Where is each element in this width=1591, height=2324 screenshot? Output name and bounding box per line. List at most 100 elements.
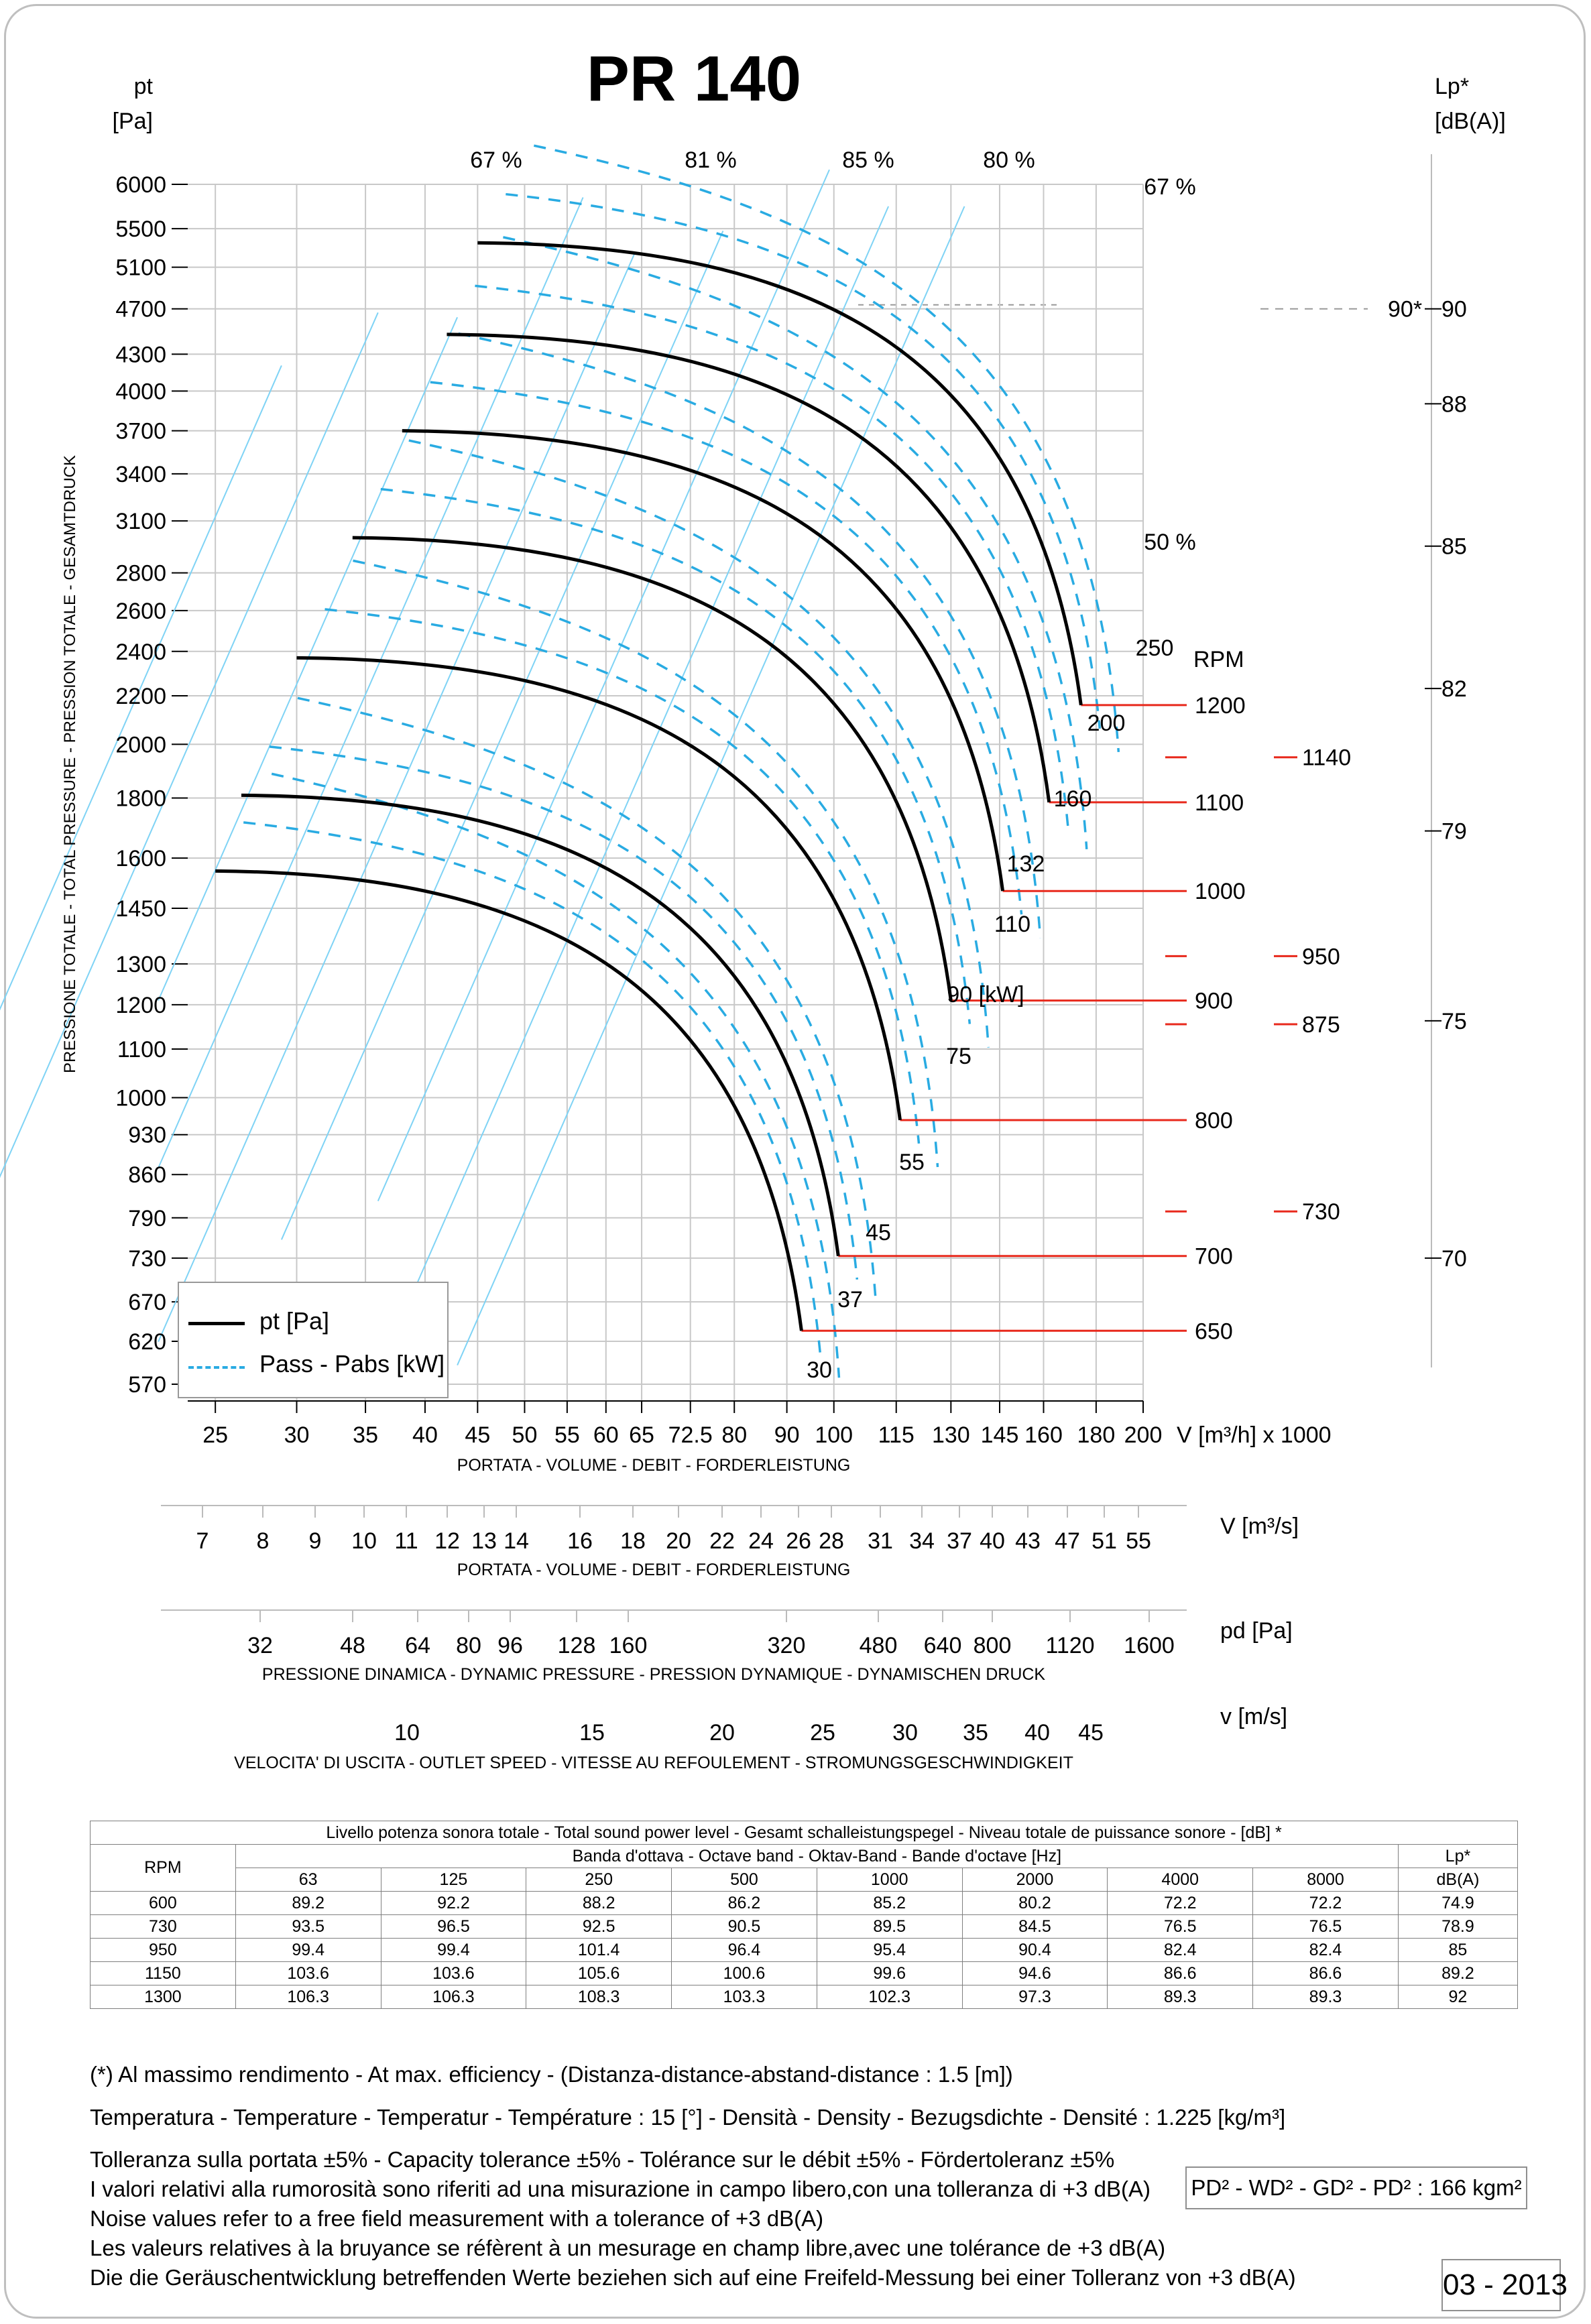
rpm-label: 1200 bbox=[1195, 693, 1246, 719]
x-tick-label: 65 bbox=[629, 1422, 654, 1448]
table-cell: 106.3 bbox=[235, 1985, 381, 2009]
x-tick-label: 60 bbox=[593, 1422, 619, 1448]
table-cell: 82.4 bbox=[1107, 1938, 1254, 1962]
rpm-header: RPM bbox=[1193, 647, 1244, 672]
y-tick-label: 670 bbox=[128, 1290, 166, 1315]
x-tick-label: 160 bbox=[1024, 1422, 1063, 1448]
power-curve bbox=[380, 487, 971, 1024]
pd-scale-tick-label: 128 bbox=[558, 1633, 596, 1658]
table-cell: 85 bbox=[1397, 1938, 1519, 1962]
power-curve bbox=[297, 696, 878, 1303]
v-scale-tick-label: 30 bbox=[892, 1720, 918, 1746]
power-curve bbox=[408, 439, 990, 1048]
m3s-scale-tick-label: 18 bbox=[620, 1528, 646, 1554]
table-row: 950 99.4 99.4 101.4 96.4 95.4 90.4 82.4 82.4 85 bbox=[90, 1938, 1519, 1962]
table-cell: 89.5 bbox=[816, 1914, 963, 1939]
rpm-label: 1000 bbox=[1195, 879, 1246, 904]
rpm-extra-label: 950 bbox=[1302, 944, 1340, 969]
table-cell: 84.5 bbox=[961, 1914, 1108, 1939]
x-tick-label: 55 bbox=[554, 1422, 580, 1448]
table-cell: 99.4 bbox=[235, 1938, 381, 1962]
y-tick-label: 790 bbox=[128, 1206, 166, 1231]
y-tick-label: 2400 bbox=[115, 639, 166, 665]
rpm-extra-label: 1140 bbox=[1302, 745, 1351, 771]
table-cell: 600 bbox=[90, 1891, 236, 1915]
m3s-scale-tick-label: 10 bbox=[351, 1528, 377, 1554]
m3s-scale-tick-label: 20 bbox=[666, 1528, 691, 1554]
table-cell: 76.5 bbox=[1252, 1914, 1399, 1939]
v-scale-tick-label: 25 bbox=[810, 1720, 835, 1746]
m3s-scale-tick-label: 51 bbox=[1092, 1528, 1117, 1554]
lp-tick-label: 75 bbox=[1441, 1009, 1467, 1034]
legend-power-label: Pass - Pabs [kW] bbox=[259, 1350, 445, 1378]
x-tick-label: 80 bbox=[721, 1422, 747, 1448]
table-row: 1150 103.6 103.6 105.6 100.6 99.6 94.6 86.6 86.6… bbox=[90, 1961, 1519, 1985]
table-cell: 92 bbox=[1397, 1985, 1519, 2009]
power-label: 37 bbox=[837, 1287, 863, 1312]
pressure-curve bbox=[296, 656, 902, 1121]
note-noise-en: Noise values refer to a free field measu… bbox=[90, 2206, 824, 2231]
pressure-curve bbox=[477, 241, 1083, 706]
lp-tick-label: 82 bbox=[1441, 676, 1467, 702]
m3s-scale-tick-label: 13 bbox=[471, 1528, 497, 1554]
table-cell: 95.4 bbox=[816, 1938, 963, 1962]
power-curve bbox=[503, 236, 1088, 850]
table-lp-unit: dB(A) bbox=[1397, 1868, 1519, 1892]
y-axis-unit: [Pa] bbox=[113, 109, 153, 134]
band-header: 8000 bbox=[1252, 1868, 1399, 1892]
band-header: 1000 bbox=[816, 1868, 963, 1892]
efficiency-label: 80 % bbox=[983, 147, 1035, 173]
pressure-curve bbox=[215, 869, 803, 1331]
table-cell: 92.5 bbox=[526, 1914, 672, 1939]
m3s-scale-tick-label: 55 bbox=[1126, 1528, 1151, 1554]
table-cell: 90.4 bbox=[961, 1938, 1108, 1962]
power-label: 132 bbox=[1007, 851, 1045, 877]
pressure-curve bbox=[447, 332, 1051, 803]
m3s-scale-tick-label: 28 bbox=[819, 1528, 844, 1554]
table-cell: 90.5 bbox=[671, 1914, 817, 1939]
m3s-scale-tick-label: 11 bbox=[394, 1528, 418, 1554]
lp-tick-label: 90 bbox=[1441, 297, 1467, 322]
table-cell: 86.6 bbox=[1252, 1961, 1399, 1985]
y-tick-label: 4000 bbox=[115, 379, 166, 404]
m3s-scale-caption: PORTATA - VOLUME - DEBIT - FORDERLEISTUN… bbox=[457, 1561, 851, 1579]
table-rpm-header: RPM bbox=[90, 1844, 236, 1892]
power-curve bbox=[353, 559, 939, 1168]
x-tick-label: 40 bbox=[412, 1422, 438, 1448]
table-cell: 82.4 bbox=[1252, 1938, 1399, 1962]
note-noise-fr: Les valeurs relatives à la bruyance se r… bbox=[90, 2236, 1166, 2260]
y-tick-label: 2000 bbox=[115, 732, 166, 757]
band-header: 4000 bbox=[1107, 1868, 1254, 1892]
x-tick-label: 90 bbox=[774, 1422, 800, 1448]
pd-scale-tick-label: 800 bbox=[974, 1633, 1012, 1658]
pd-scale-tick-label: 32 bbox=[247, 1633, 273, 1658]
note-noise-it: I valori relativi alla rumorosità sono r… bbox=[90, 2177, 1151, 2201]
x-tick-label: 50 bbox=[512, 1422, 538, 1448]
table-cell: 99.6 bbox=[816, 1961, 963, 1985]
table-cell: 93.5 bbox=[235, 1914, 381, 1939]
m3s-scale-tick-label: 43 bbox=[1015, 1528, 1041, 1554]
table-cell: 80.2 bbox=[961, 1891, 1108, 1915]
band-header: 2000 bbox=[961, 1868, 1108, 1892]
power-curve bbox=[430, 381, 1023, 915]
table-cell: 86.2 bbox=[671, 1891, 817, 1915]
m3s-scale-tick-label: 26 bbox=[786, 1528, 811, 1554]
table-cell: 1150 bbox=[90, 1961, 236, 1985]
y-tick-label: 3100 bbox=[115, 509, 166, 534]
efficiency-label: 50 % bbox=[1144, 530, 1196, 555]
y-tick-label: 4700 bbox=[115, 297, 166, 322]
m3s-scale-tick-label: 14 bbox=[504, 1528, 529, 1554]
y-tick-label: 1600 bbox=[115, 846, 166, 871]
m3s-scale-tick-label: 34 bbox=[909, 1528, 935, 1554]
pd-scale-tick-label: 1600 bbox=[1124, 1633, 1175, 1658]
note-tolerance: Tolleranza sulla portata ±5% - Capacity … bbox=[90, 2147, 1115, 2172]
table-cell: 100.6 bbox=[671, 1961, 817, 1985]
y-tick-label: 2600 bbox=[115, 599, 166, 624]
table-cell: 950 bbox=[90, 1938, 236, 1962]
efficiency-label: 81 % bbox=[685, 147, 737, 173]
legend-pressure-swatch bbox=[188, 1322, 245, 1325]
rpm-extra-label: 875 bbox=[1302, 1012, 1340, 1038]
y-tick-label: 930 bbox=[128, 1123, 166, 1148]
rpm-extra-label: 730 bbox=[1302, 1199, 1340, 1225]
legend-power-swatch bbox=[188, 1366, 245, 1369]
